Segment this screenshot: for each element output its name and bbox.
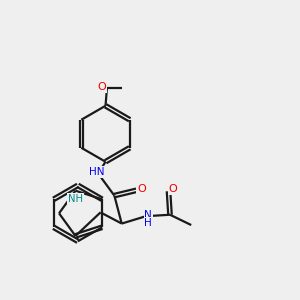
Text: HN: HN <box>89 167 104 177</box>
Text: O: O <box>137 184 146 194</box>
Text: O: O <box>97 82 106 92</box>
Text: O: O <box>169 184 177 194</box>
Text: N: N <box>144 210 152 220</box>
Text: H: H <box>144 218 152 228</box>
Text: NH: NH <box>68 194 83 204</box>
